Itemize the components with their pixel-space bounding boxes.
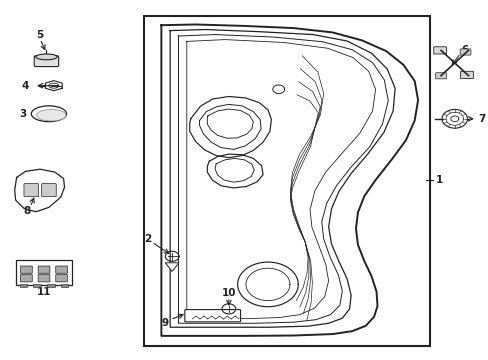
Ellipse shape	[36, 54, 57, 60]
Text: 10: 10	[221, 288, 236, 298]
Text: 2: 2	[144, 234, 151, 244]
FancyBboxPatch shape	[41, 184, 56, 197]
FancyBboxPatch shape	[20, 275, 32, 282]
FancyBboxPatch shape	[20, 266, 32, 273]
Ellipse shape	[31, 106, 66, 122]
Bar	[20, 284, 27, 287]
Text: 8: 8	[24, 206, 31, 216]
Text: 7: 7	[477, 114, 485, 124]
FancyBboxPatch shape	[435, 73, 446, 79]
Text: 11: 11	[37, 287, 51, 297]
Polygon shape	[165, 263, 179, 271]
Text: 6: 6	[460, 45, 467, 55]
Ellipse shape	[37, 109, 66, 121]
Text: 5: 5	[37, 30, 43, 40]
FancyBboxPatch shape	[459, 49, 470, 55]
FancyBboxPatch shape	[38, 266, 50, 273]
Text: 4: 4	[22, 81, 29, 91]
FancyBboxPatch shape	[184, 310, 240, 322]
FancyBboxPatch shape	[24, 184, 39, 197]
FancyBboxPatch shape	[38, 275, 50, 282]
Text: 1: 1	[435, 175, 443, 185]
FancyBboxPatch shape	[433, 47, 446, 54]
Text: 3: 3	[20, 109, 27, 119]
Bar	[33, 284, 41, 287]
Bar	[144, 16, 429, 346]
FancyBboxPatch shape	[460, 71, 472, 78]
Bar	[61, 284, 68, 287]
Text: 9: 9	[162, 318, 168, 328]
FancyBboxPatch shape	[34, 56, 59, 67]
FancyBboxPatch shape	[16, 260, 72, 285]
Bar	[47, 284, 55, 287]
FancyBboxPatch shape	[56, 275, 67, 282]
FancyBboxPatch shape	[56, 266, 67, 273]
